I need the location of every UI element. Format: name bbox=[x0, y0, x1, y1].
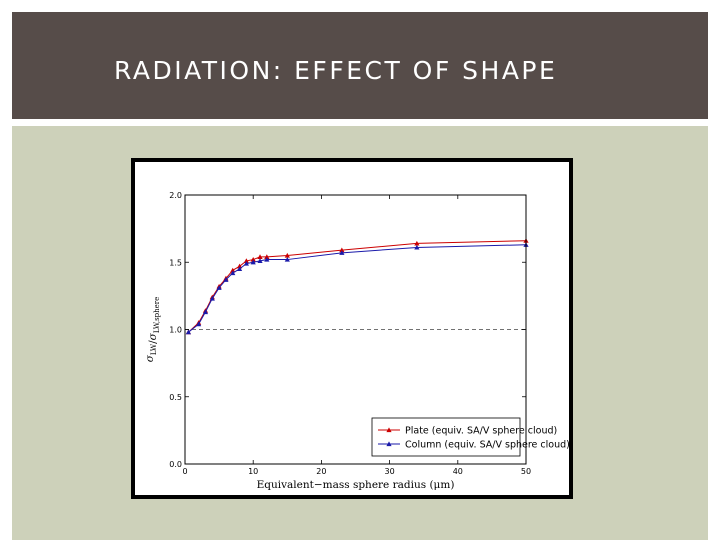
legend-label: Plate (equiv. SA/V sphere cloud) bbox=[405, 426, 557, 437]
data-point-marker bbox=[250, 256, 256, 262]
series-plate bbox=[185, 238, 529, 335]
data-point-marker bbox=[339, 250, 345, 255]
data-point-marker bbox=[243, 258, 249, 263]
series-line bbox=[188, 244, 527, 333]
legend-box bbox=[371, 417, 521, 457]
data-point-marker bbox=[216, 285, 222, 290]
x-tick-label: 50 bbox=[521, 467, 531, 476]
title-band bbox=[12, 12, 708, 119]
data-point-marker bbox=[250, 259, 256, 265]
data-point-marker bbox=[284, 256, 290, 262]
data-point-marker bbox=[202, 309, 209, 315]
series-column bbox=[185, 242, 529, 335]
slide-title: RADIATION: EFFECT OF SHAPE bbox=[114, 56, 558, 85]
data-point-marker bbox=[339, 247, 345, 253]
data-point-marker bbox=[264, 254, 270, 259]
y-tick-label: 0.5 bbox=[169, 393, 182, 402]
figure-frame: 0 10 20 30 40 50 0.0 0.5 1.0 1.5 2.0 Plate (equiv.… bbox=[131, 158, 573, 499]
x-tick-label: 40 bbox=[453, 467, 463, 476]
data-point-marker bbox=[196, 321, 202, 327]
data-point-marker bbox=[230, 267, 236, 273]
x-tick-label: 30 bbox=[385, 467, 395, 476]
x-tick-label: 0 bbox=[182, 467, 187, 476]
series-line bbox=[188, 240, 527, 333]
y-tick-label: 2.0 bbox=[169, 191, 182, 200]
data-point-marker bbox=[209, 295, 215, 301]
data-point-marker bbox=[230, 270, 236, 276]
legend: Plate (equiv. SA/V sphere cloud) Column (… bbox=[371, 417, 569, 457]
data-point-marker bbox=[284, 252, 290, 258]
y-tick-label: 0.0 bbox=[169, 460, 182, 469]
x-tick-label: 10 bbox=[248, 467, 258, 476]
data-point-marker bbox=[257, 258, 263, 263]
data-point-marker bbox=[223, 277, 229, 282]
series-layer bbox=[185, 238, 529, 335]
data-point-marker bbox=[414, 244, 420, 250]
data-point-marker bbox=[257, 254, 263, 259]
legend-marker bbox=[386, 441, 392, 447]
figure-inner: 0 10 20 30 40 50 0.0 0.5 1.0 1.5 2.0 Plate (equiv.… bbox=[135, 162, 569, 495]
data-point-marker bbox=[185, 329, 192, 335]
y-tick-label: 1.0 bbox=[169, 326, 182, 335]
line-chart: 0 10 20 30 40 50 0.0 0.5 1.0 1.5 2.0 Plate (equiv.… bbox=[144, 191, 569, 491]
tick-layer: 0 10 20 30 40 50 0.0 0.5 1.0 1.5 2.0 bbox=[169, 191, 531, 476]
data-point-marker bbox=[414, 240, 420, 246]
legend-marker bbox=[386, 427, 392, 433]
y-tick-label: 1.5 bbox=[169, 258, 182, 267]
data-point-marker bbox=[264, 256, 270, 262]
x-tick-label: 20 bbox=[316, 467, 326, 476]
x-axis-label: Equivalent−mass sphere radius (μm) bbox=[257, 479, 455, 491]
data-point-marker bbox=[236, 263, 243, 269]
y-axis-label: σLW/σLW,sphere bbox=[144, 297, 161, 363]
data-point-marker bbox=[236, 266, 243, 272]
data-point-marker bbox=[243, 260, 249, 266]
legend-label: Column (equiv. SA/V sphere cloud) bbox=[405, 440, 569, 451]
